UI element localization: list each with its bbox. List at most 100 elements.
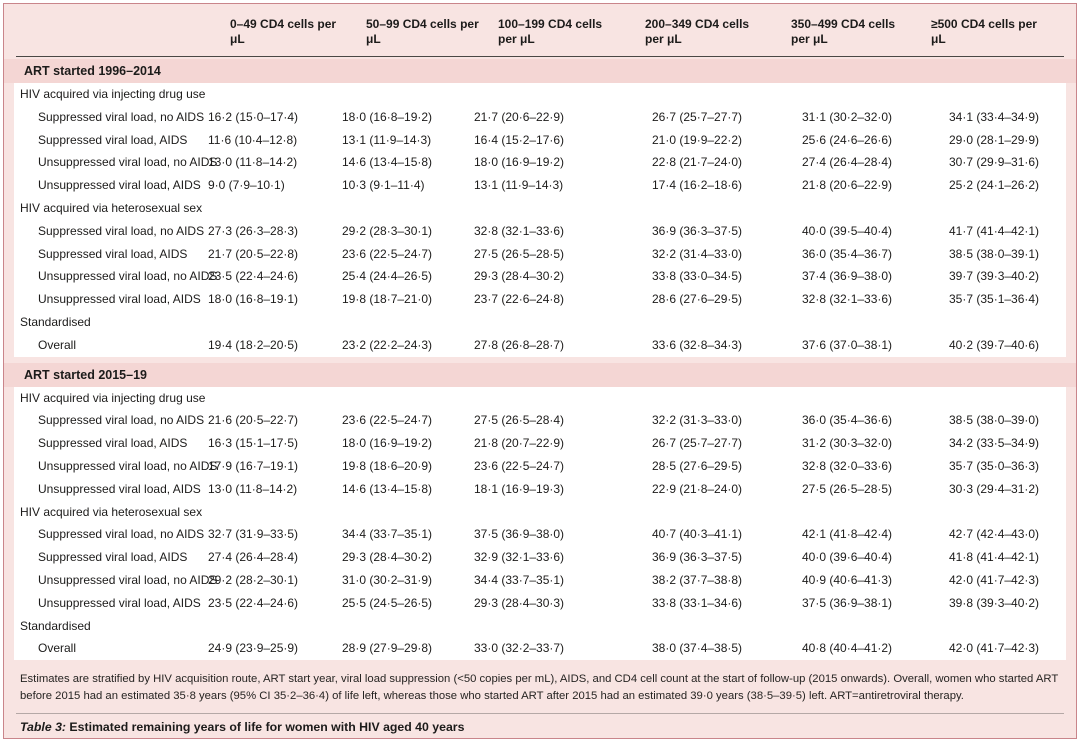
row-label: Overall <box>38 337 77 352</box>
data-cell: 40·0 (39·6–40·4) <box>802 550 893 565</box>
column-header-cd4-200-349: 200–349 CD4 cells per μL <box>645 17 750 46</box>
column-header-cd4-350-499: 350–499 CD4 cells per μL <box>791 17 896 46</box>
column-header-cd4-0-49: 0–49 CD4 cells per μL <box>230 17 337 46</box>
group-label: HIV acquired via heterosexual sex <box>20 504 203 519</box>
table-row: Suppressed viral load, no AIDS 21·6 (20·5… <box>14 409 1066 433</box>
data-cell: 32·8 (32·0–33·6) <box>802 458 893 473</box>
data-cell: 30·7 (29·9–31·6) <box>949 155 1040 170</box>
table-row: Suppressed viral load, no AIDS 27·3 (26·3… <box>14 219 1066 243</box>
row-label: Suppressed viral load, no AIDS <box>38 109 205 124</box>
row-label: Unsuppressed viral load, no AIDS <box>38 572 218 587</box>
data-cell: 21·7 (20·5–22·8) <box>208 246 299 261</box>
data-cell: 18·0 (16·8–19·1) <box>208 292 299 307</box>
data-cell: 18·0 (16·9–19·2) <box>342 436 433 451</box>
data-cell: 38·0 (37·4–38·5) <box>652 641 743 656</box>
data-cell: 23·6 (22·5–24·7) <box>342 246 433 261</box>
data-cell: 23·6 (22·5–24·7) <box>342 413 433 428</box>
data-cell: 28·6 (27·6–29·5) <box>652 292 743 307</box>
row-label: Unsuppressed viral load, no AIDS <box>38 155 218 170</box>
data-cell: 21·8 (20·7–22·9) <box>474 436 565 451</box>
data-cell: 39·7 (39·3–40·2) <box>949 269 1040 284</box>
row-label: Suppressed viral load, no AIDS <box>38 527 205 542</box>
data-cell: 23·5 (22·4–24·6) <box>208 595 299 610</box>
section-header: ART started 2015–19 <box>4 362 1076 387</box>
data-cell: 38·2 (37·7–38·8) <box>652 572 743 587</box>
data-cell: 25·2 (24·1–26·2) <box>949 178 1040 193</box>
data-cell: 33·6 (32·8–34·3) <box>652 337 743 352</box>
data-cell: 14·6 (13·4–15·8) <box>342 155 433 170</box>
data-cell: 32·8 (32·1–33·6) <box>474 223 565 238</box>
data-cell: 37·6 (37·0–38·1) <box>802 337 893 352</box>
row-label: Unsuppressed viral load, AIDS <box>38 481 201 496</box>
data-cell: 16·2 (15·0–17·4) <box>208 109 299 124</box>
group-label-row: HIV acquired via heterosexual sex <box>14 500 1066 524</box>
table-row: Suppressed viral load, AIDS 27·4 (26·4–28… <box>14 546 1066 569</box>
column-header-cd4-500plus: ≥500 CD4 cells per μL <box>931 17 1037 46</box>
data-cell: 23·6 (22·5–24·7) <box>474 458 565 473</box>
data-cell: 25·5 (24·5–26·5) <box>342 595 433 610</box>
data-cell: 16·4 (15·2–17·6) <box>474 132 565 147</box>
group-label-row: Standardised <box>14 310 1066 334</box>
group-label: Standardised <box>20 618 91 633</box>
data-cell: 35·7 (35·0–36·3) <box>949 458 1040 473</box>
data-cell: 17·9 (16·7–19·1) <box>208 458 299 473</box>
data-cell: 18·1 (16·9–19·3) <box>474 481 565 496</box>
table-row: Unsuppressed viral load, no AIDS 13·0 (11… <box>14 151 1066 175</box>
data-cell: 23·5 (22·4–24·6) <box>208 269 299 284</box>
data-cell: 29·2 (28·3–30·1) <box>342 223 433 238</box>
group-label: HIV acquired via heterosexual sex <box>20 200 203 215</box>
data-cell: 27·5 (26·5–28·5) <box>474 246 565 261</box>
row-label: Overall <box>38 641 77 656</box>
table-row: Unsuppressed viral load, no AIDS 23·5 (22… <box>14 265 1066 289</box>
table-row: Suppressed viral load, no AIDS 16·2 (15·0… <box>14 105 1066 129</box>
column-header-cd4-50-99: 50–99 CD4 cells per μL <box>366 17 479 46</box>
data-cell: 37·5 (36·9–38·0) <box>474 527 565 542</box>
data-cell: 42·1 (41·8–42·4) <box>802 527 893 542</box>
data-cell: 22·9 (21·8–24·0) <box>652 481 743 496</box>
data-cell: 21·7 (20·6–22·9) <box>474 109 565 124</box>
data-cell: 27·5 (26·5–28·4) <box>474 413 565 428</box>
data-cell: 32·7 (31·9–33·5) <box>208 527 299 542</box>
table-footnote: Estimates are stratified by HIV acquisit… <box>20 673 1059 702</box>
group-label-row: HIV acquired via heterosexual sex <box>14 196 1066 220</box>
group-label: HIV acquired via injecting drug use <box>20 87 206 101</box>
table-card: 0–49 CD4 cells per μL 50–99 CD4 cells pe… <box>3 3 1077 739</box>
data-cell: 25·4 (24·4–26·5) <box>342 269 433 284</box>
data-cell: 22·8 (21·7–24·0) <box>652 155 743 170</box>
data-cell: 31·2 (30·3–32·0) <box>802 436 893 451</box>
group-label-row: Standardised <box>14 614 1066 638</box>
data-cell: 32·9 (32·1–33·6) <box>474 550 565 565</box>
table-caption: Table 3: Estimated remaining years of li… <box>4 714 1076 738</box>
data-cell: 23·2 (22·2–24·3) <box>342 337 433 352</box>
data-cell: 38·5 (38·0–39·1) <box>949 246 1040 261</box>
data-cell: 34·4 (33·7–35·1) <box>342 527 433 542</box>
table-row: Unsuppressed viral load, AIDS 13·0 (11·8–… <box>14 477 1066 501</box>
empty-corner-cell <box>14 17 128 47</box>
table-caption-title: Estimated remaining years of life for wo… <box>66 720 465 735</box>
data-cell: 18·0 (16·8–19·2) <box>342 109 433 124</box>
data-cell: 25·6 (24·6–26·6) <box>802 132 893 147</box>
table-row: Suppressed viral load, AIDS 16·3 (15·1–17… <box>14 432 1066 455</box>
data-cell: 40·7 (40·3–41·1) <box>652 527 743 542</box>
data-cell: 16·3 (15·1–17·5) <box>208 436 299 451</box>
data-cell: 32·2 (31·4–33·0) <box>652 246 743 261</box>
data-cell: 13·1 (11·9–14·3) <box>474 178 564 193</box>
data-cell: 29·2 (28·2–30·1) <box>208 572 299 587</box>
table-row: Unsuppressed viral load, no AIDS 17·9 (16… <box>14 454 1066 478</box>
data-cell: 19·8 (18·7–21·0) <box>342 292 433 307</box>
data-cell: 38·5 (38·0–39·0) <box>949 413 1040 428</box>
data-cell: 21·0 (19·9–22·2) <box>652 132 743 147</box>
data-cell: 13·0 (11·8–14·2) <box>208 155 298 170</box>
data-cell: 34·2 (33·5–34·9) <box>949 436 1040 451</box>
section-header: ART started 1996–2014 <box>4 59 1076 83</box>
group-label-row: HIV acquired via injecting drug use <box>14 386 1066 410</box>
data-cell: 37·5 (36·9–38·1) <box>802 595 893 610</box>
data-cell: 28·5 (27·6–29·5) <box>652 458 743 473</box>
data-cell: 29·3 (28·4–30·3) <box>474 595 565 610</box>
data-cell: 36·0 (35·4–36·6) <box>802 413 893 428</box>
data-cell: 19·4 (18·2–20·5) <box>208 337 299 352</box>
data-cell: 39·8 (39·3–40·2) <box>949 595 1040 610</box>
row-label: Unsuppressed viral load, no AIDS <box>38 458 218 473</box>
row-label: Unsuppressed viral load, AIDS <box>38 292 201 307</box>
data-cell: 29·3 (28·4–30·2) <box>342 550 433 565</box>
